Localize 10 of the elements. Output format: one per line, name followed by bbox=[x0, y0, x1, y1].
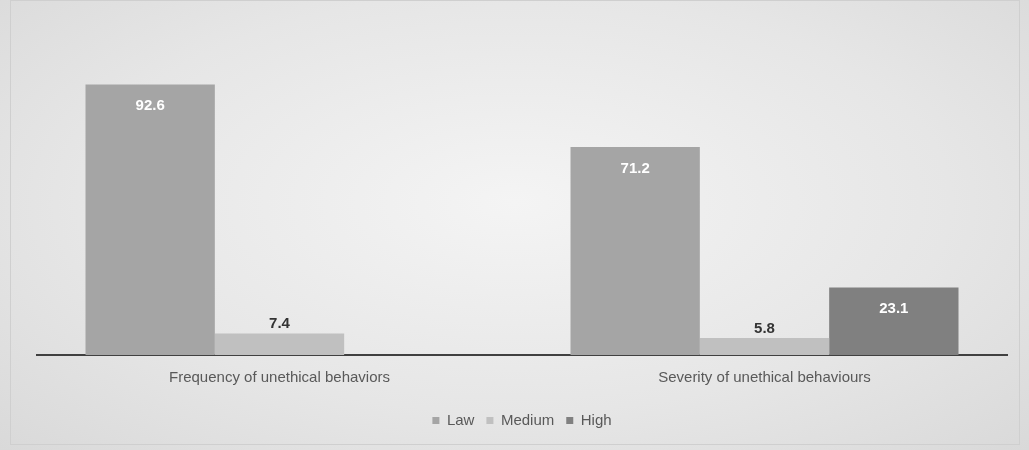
legend-label: Medium bbox=[500, 410, 555, 428]
data-label: 23.1 bbox=[879, 299, 909, 317]
x-tick-label: Severity of unethical behaviours bbox=[658, 368, 871, 386]
data-label: 71.2 bbox=[620, 158, 650, 176]
legend-label: Law bbox=[446, 410, 475, 428]
legend-label: High bbox=[580, 410, 612, 428]
data-label: 92.6 bbox=[135, 96, 165, 114]
x-tick-label: Frequency of unethical behaviors bbox=[169, 368, 390, 386]
data-label: 5.8 bbox=[754, 318, 775, 336]
data-label: 7.4 bbox=[269, 314, 291, 332]
